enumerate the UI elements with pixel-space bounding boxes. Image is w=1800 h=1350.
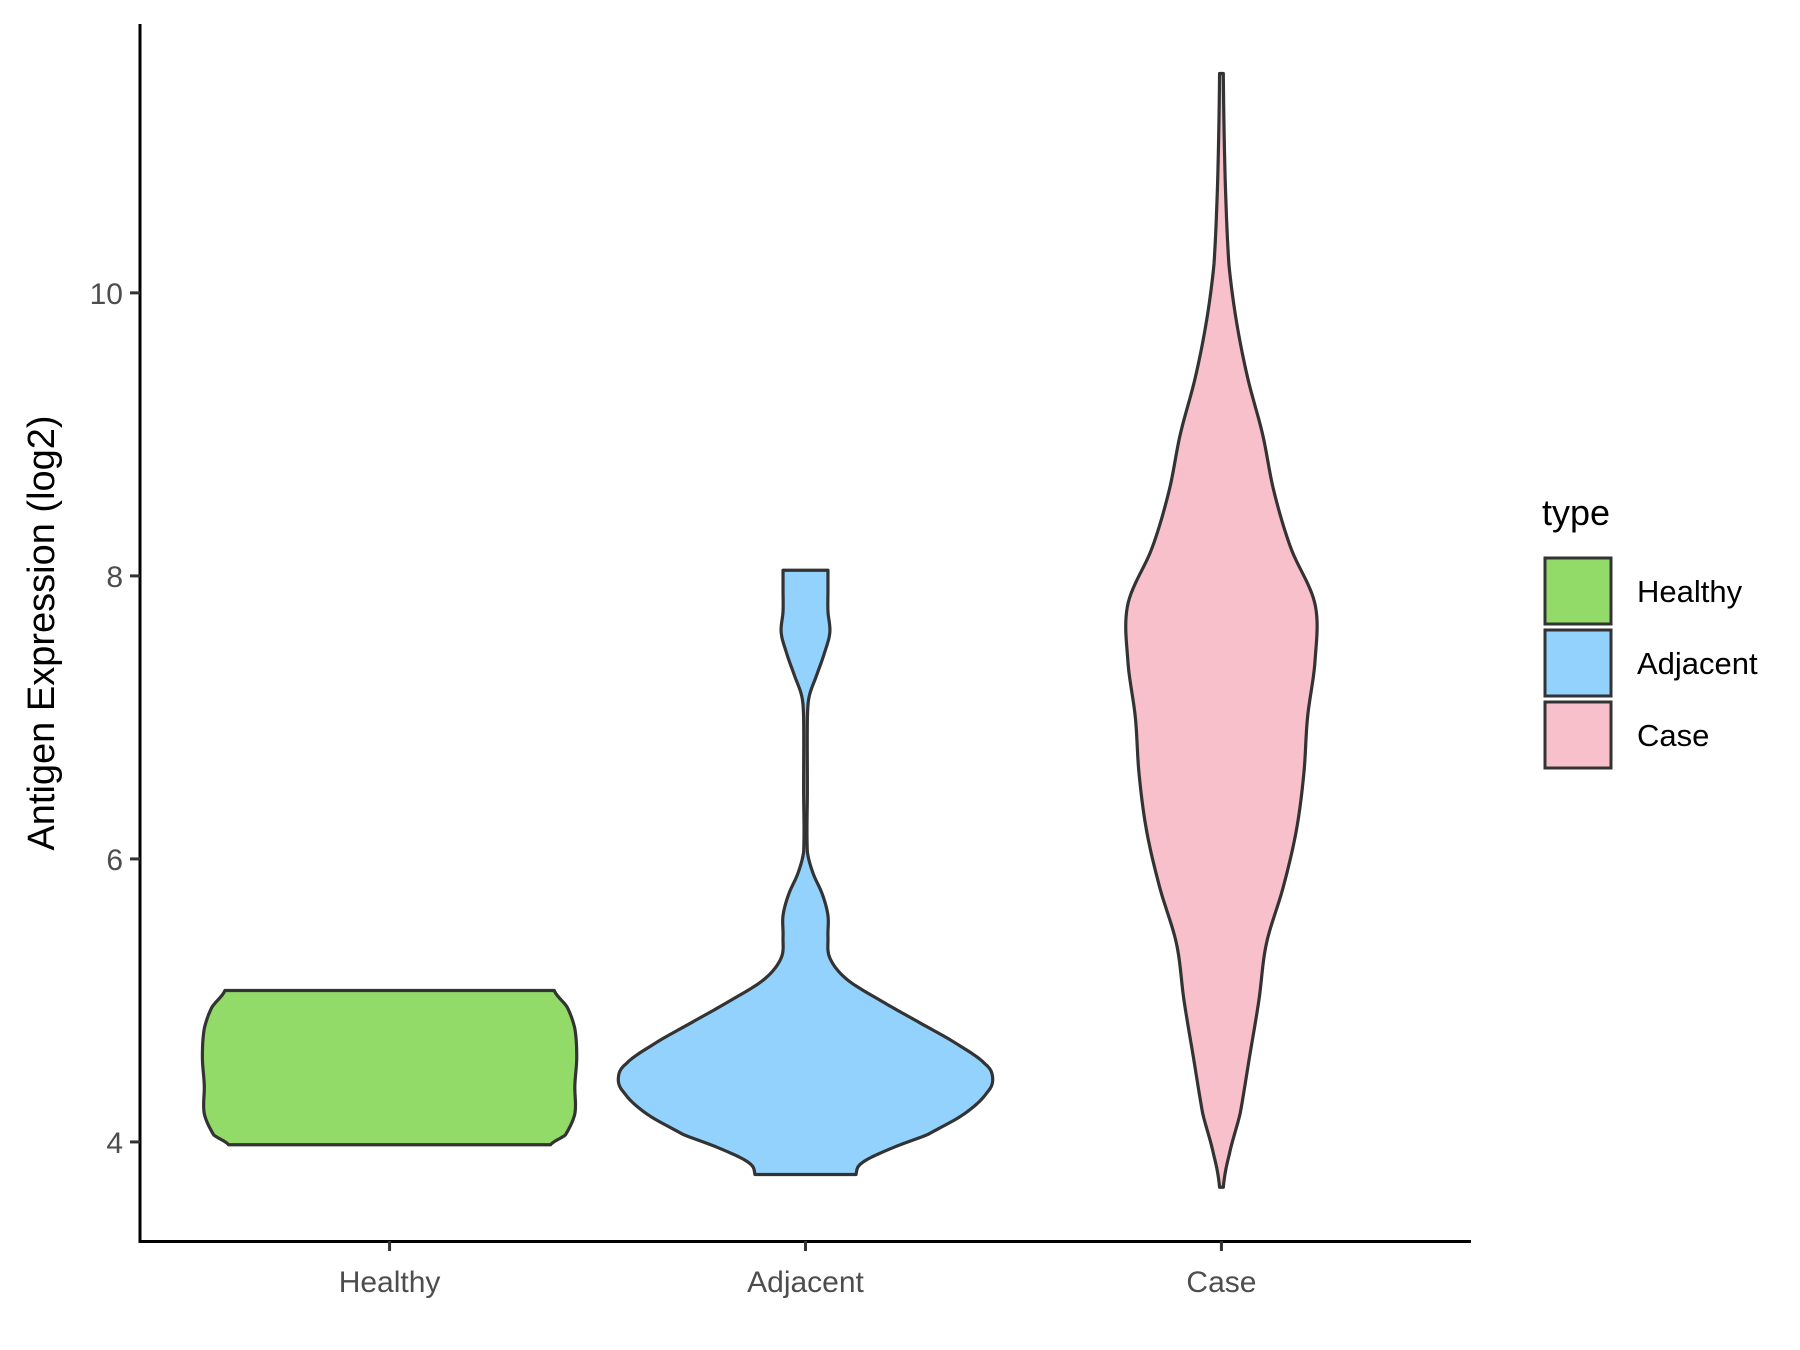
violin-case bbox=[1124, 71, 1319, 1189]
legend-label-healthy: Healthy bbox=[1637, 574, 1743, 609]
legend-title: type bbox=[1542, 492, 1610, 533]
legend-label-case: Case bbox=[1637, 718, 1709, 753]
legend-key-adjacent bbox=[1543, 628, 1613, 698]
legend-items: Healthy Adjacent Case bbox=[1543, 556, 1758, 770]
violin-healthy bbox=[200, 988, 579, 1147]
violin-layer bbox=[200, 71, 1319, 1189]
x-tick-label: Case bbox=[1186, 1266, 1256, 1299]
y-tick-label: 6 bbox=[106, 844, 123, 877]
y-axis-title: Antigen Expression (log2) bbox=[21, 415, 63, 850]
x-tick-label: Adjacent bbox=[747, 1266, 864, 1299]
y-tick-label: 4 bbox=[106, 1127, 123, 1160]
y-tick-label: 8 bbox=[106, 561, 123, 594]
x-tick-label: Healthy bbox=[339, 1266, 441, 1299]
y-tick-label: 10 bbox=[90, 278, 123, 311]
legend-key-case bbox=[1543, 700, 1613, 770]
legend-label-adjacent: Adjacent bbox=[1637, 646, 1758, 681]
x-ticks: Healthy Adjacent Case bbox=[339, 1241, 1256, 1299]
violin-adjacent bbox=[616, 568, 995, 1177]
legend-key-healthy bbox=[1543, 556, 1613, 626]
legend: type Healthy Adjacent Case bbox=[1542, 492, 1758, 770]
y-ticks: 4 6 8 10 bbox=[90, 278, 140, 1160]
